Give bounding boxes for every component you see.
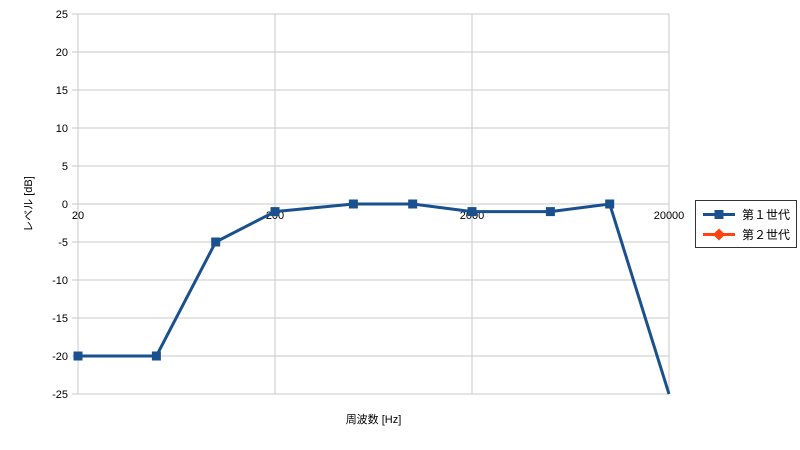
y-tick-label: -5: [58, 237, 68, 249]
y-tick-label: 10: [56, 123, 68, 135]
data-point-marker[interactable]: [211, 237, 221, 247]
y-tick-label: 5: [62, 161, 68, 173]
data-point-marker[interactable]: [408, 199, 418, 209]
data-point-marker[interactable]: [270, 207, 280, 217]
legend-item-gen1[interactable]: 第１世代: [702, 204, 790, 224]
y-tick-label: 25: [56, 9, 68, 21]
legend-label-gen1: 第１世代: [742, 207, 791, 222]
y-axis-title: レベル [dB]: [23, 176, 35, 232]
y-tick-label: 20: [56, 47, 68, 59]
x-tick-label: 20000: [654, 210, 685, 222]
y-tick-label: -15: [52, 313, 68, 325]
data-point-marker[interactable]: [605, 199, 615, 209]
y-tick-label: -25: [52, 389, 68, 401]
legend-square-marker-icon: [703, 209, 735, 219]
y-tick-label: -10: [52, 275, 68, 287]
series-line-1[interactable]: [78, 202, 671, 395]
data-point-marker[interactable]: [545, 207, 555, 217]
data-point-marker[interactable]: [73, 351, 83, 361]
legend: 第１世代 第２世代: [695, 200, 798, 248]
legend-diamond-marker-icon: [703, 228, 735, 240]
x-axis-title: 周波数 [Hz]: [345, 414, 402, 426]
legend-item-gen2[interactable]: 第２世代: [702, 224, 790, 244]
data-point-marker[interactable]: [467, 207, 477, 217]
y-tick-label: 0: [62, 199, 68, 211]
data-point-marker[interactable]: [348, 199, 358, 209]
y-tick-label: 15: [56, 85, 68, 97]
data-point-marker[interactable]: [151, 351, 161, 361]
legend-label-gen2: 第２世代: [742, 227, 791, 242]
y-tick-label: -20: [52, 351, 68, 363]
